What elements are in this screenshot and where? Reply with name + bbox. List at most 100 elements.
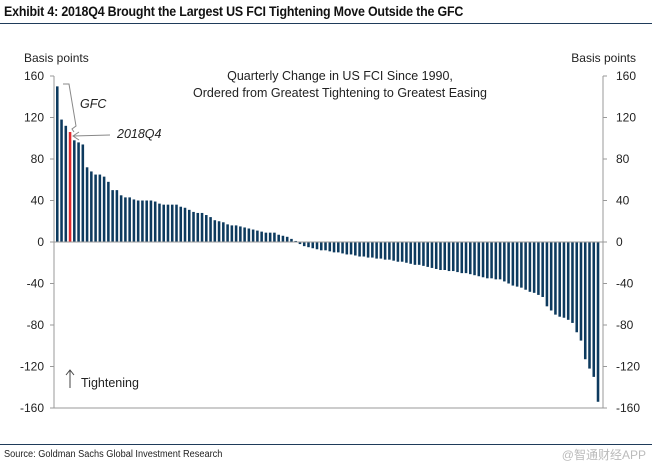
bar [145,200,148,242]
bar [413,242,417,265]
bar [153,201,157,242]
watermark: @智通财经APP [561,448,646,462]
bar [396,242,400,262]
bar [520,242,523,288]
bar [422,242,425,266]
bar [247,228,251,242]
bar [324,242,327,251]
bar [56,86,59,242]
bar [68,132,72,242]
left-tick-label: -120 [20,360,44,374]
bar [90,171,93,242]
bar [98,174,102,242]
bar [528,242,532,292]
right-tick-label: -40 [616,277,634,291]
bar [192,211,195,242]
bar [328,242,332,252]
bar [234,225,238,242]
bar [213,220,217,242]
left-tick-label: 40 [31,194,45,208]
bar [537,242,540,295]
bar [298,242,302,245]
bar [375,242,378,259]
bar [222,222,225,242]
bar [345,242,349,255]
chart-title: Quarterly Change in US FCI Since 1990, [227,69,453,83]
bar [187,209,191,242]
bar [430,242,434,268]
bar [256,230,259,242]
bar [73,140,76,242]
bar [443,242,447,271]
bar [136,200,140,242]
bar [562,242,566,318]
right-axis-label: Basis points [571,51,636,65]
bar [239,226,242,242]
bar [400,242,404,262]
bar [558,242,561,317]
bar [354,242,357,256]
bar [566,242,570,320]
bar [541,242,544,297]
bar [200,212,204,242]
left-tick-label: -80 [27,318,45,332]
bar [290,238,293,242]
bar [226,224,229,242]
bar [158,203,161,242]
bar [571,242,574,323]
bar [494,242,498,280]
right-tick-label: 40 [616,194,630,208]
bar [469,242,472,275]
bar [383,242,387,260]
tightening-label: Tightening [81,376,139,390]
left-tick-label: 0 [37,235,44,249]
bar [294,240,297,242]
bar [243,227,246,242]
bar [417,242,421,265]
bar [281,235,285,242]
right-tick-label: 80 [616,152,630,166]
bar [515,242,519,287]
bar [315,242,319,250]
bar [481,242,485,278]
bar [447,242,451,272]
gfc-bracket [63,83,77,133]
bar [332,242,336,253]
left-tick-label: 120 [24,111,44,125]
bar [451,242,455,272]
source-note: Source: Goldman Sachs Global Investment … [4,449,223,460]
bar [460,242,464,274]
bar [132,199,136,242]
bar [94,174,97,242]
bar [545,242,549,307]
left-tick-label: -40 [27,277,45,291]
bar [268,232,272,242]
bar [596,242,600,402]
bar [549,242,553,311]
chart-subtitle: Ordered from Greatest Tightening to Grea… [193,86,487,100]
bar [341,242,344,254]
bar [371,242,374,258]
bar [307,242,310,248]
bar [85,167,89,242]
bar [319,242,323,251]
bar [498,242,502,280]
exhibit-title: Exhibit 4: 2018Q4 Brought the Largest US… [4,4,464,19]
bar [358,242,361,257]
bar [388,242,391,260]
bar [366,242,370,258]
left-axis-label: Basis points [24,51,89,65]
bar [392,242,395,261]
footer-divider [0,444,652,445]
left-tick-label: 160 [24,69,44,83]
right-tick-label: -160 [616,401,640,415]
bar [149,200,153,242]
bar [477,242,481,277]
bar [141,200,144,242]
bar [230,225,234,242]
bar [264,232,268,242]
bar [128,197,131,242]
q4-annotation: 2018Q4 [116,127,162,141]
up-arrow-icon [65,369,75,388]
